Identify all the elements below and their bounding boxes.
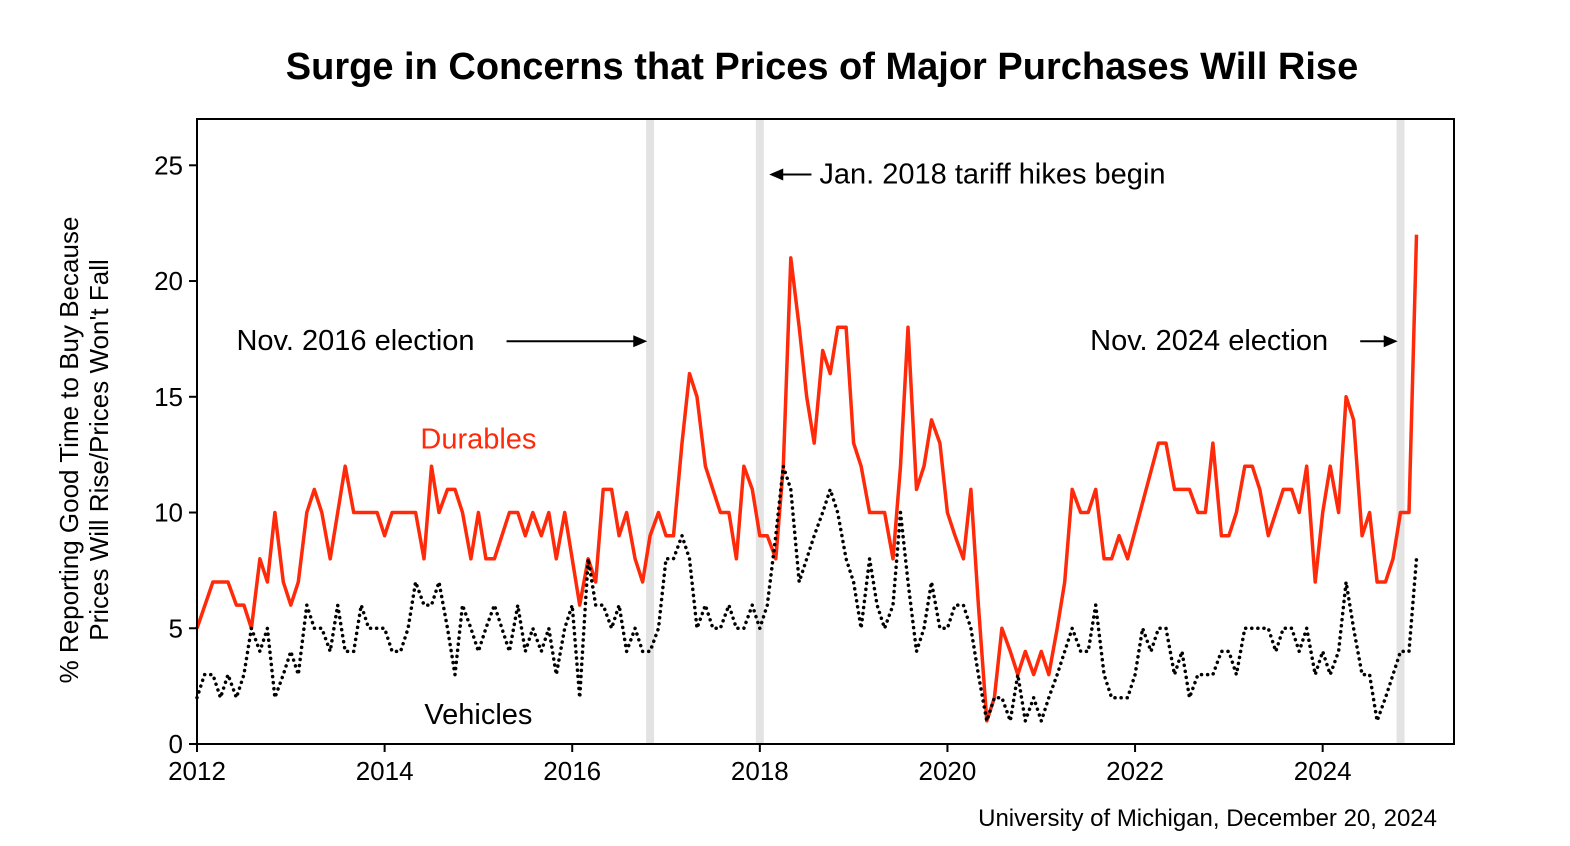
- x-tick-label: 2018: [731, 756, 789, 786]
- y-tick-label: 0: [169, 729, 183, 759]
- y-axis-label-line1: % Reporting Good Time to Buy Because: [54, 217, 84, 684]
- series-labels: Durables Vehicles: [420, 423, 536, 730]
- x-tick-label: 2014: [356, 756, 414, 786]
- highlight-band-2: [1396, 119, 1405, 744]
- annotation-label-2: Nov. 2024 election: [1090, 325, 1328, 357]
- y-axis-label-line2: Prices Will Rise/Prices Won't Fall: [84, 259, 114, 641]
- x-tick-label: 2016: [543, 756, 601, 786]
- plot-frame: [196, 118, 1455, 745]
- x-tick-label: 2012: [168, 756, 226, 786]
- highlight-bands: [646, 119, 1405, 744]
- series-layer: [195, 234, 1419, 723]
- highlight-band-1: [755, 119, 764, 744]
- annotation-arrowhead-1: [769, 168, 784, 181]
- series-line-durables: [195, 234, 1419, 723]
- annotations: Nov. 2016 election Jan. 2018 tariff hikes…: [236, 159, 1398, 357]
- y-tick-label: 15: [154, 382, 183, 412]
- y-tick-label: 20: [154, 266, 183, 296]
- annotation-label-1: Jan. 2018 tariff hikes begin: [819, 159, 1165, 191]
- x-tick-label: 2020: [919, 756, 977, 786]
- y-tick-label: 5: [169, 613, 183, 643]
- annotation-arrowhead-2: [1383, 335, 1398, 348]
- series-label-durables: Durables: [420, 423, 536, 455]
- series-line-vehicles: [195, 464, 1419, 723]
- y-tick-label: 10: [154, 498, 183, 528]
- annotation-label-0: Nov. 2016 election: [236, 325, 474, 357]
- axes: 0 5 10 15 20 25 2012 2014 2016 2018 2020 2022 2024: [154, 150, 1352, 786]
- x-tick-label: 2024: [1294, 756, 1352, 786]
- highlight-band-0: [646, 119, 655, 744]
- x-tick-label: 2022: [1106, 756, 1164, 786]
- chart-title: Surge in Concerns that Prices of Major P…: [286, 46, 1358, 88]
- source-note: University of Michigan, December 20, 202…: [978, 805, 1437, 832]
- y-tick-label: 25: [154, 150, 183, 180]
- annotation-arrowhead-0: [633, 335, 648, 348]
- series-label-vehicles: Vehicles: [424, 699, 532, 731]
